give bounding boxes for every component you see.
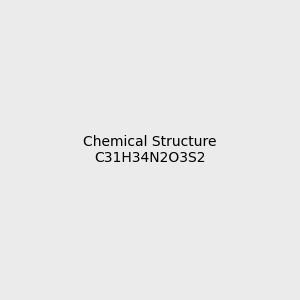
- Text: Chemical Structure
C31H34N2O3S2: Chemical Structure C31H34N2O3S2: [83, 135, 217, 165]
